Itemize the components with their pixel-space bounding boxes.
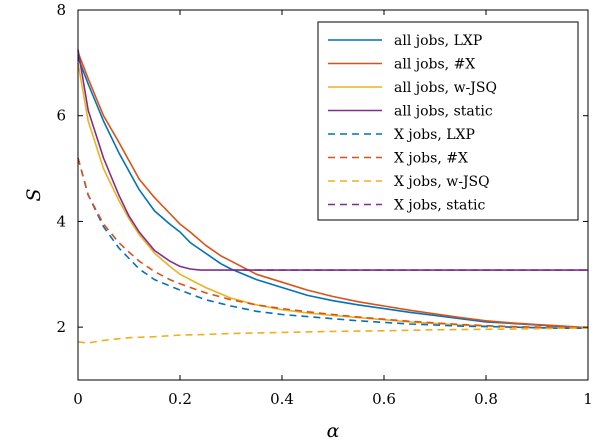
legend-label-3: all jobs, w-JSQ bbox=[394, 80, 497, 96]
y-tick-label: 6 bbox=[56, 107, 66, 125]
axis-ticks: 0 0.2 0.4 0.6 0.8 1 2 4 6 8 bbox=[56, 1, 592, 408]
plot-area bbox=[77, 49, 589, 344]
y-tick-label: 2 bbox=[56, 318, 66, 336]
legend-label-8: X jobs, static bbox=[394, 198, 485, 214]
x-tick-label: 0.2 bbox=[168, 390, 192, 408]
series-line-6 bbox=[77, 157, 589, 329]
x-tick-label: 1 bbox=[583, 390, 593, 408]
series-line-2 bbox=[77, 52, 589, 329]
legend-label-1: all jobs, LXP bbox=[394, 33, 482, 49]
series-line-5 bbox=[77, 157, 588, 330]
x-axis-title: α bbox=[327, 420, 340, 442]
y-tick-label: 4 bbox=[56, 212, 66, 230]
y-axis-title: S bbox=[23, 188, 45, 201]
axes-frame bbox=[77, 9, 589, 381]
y-tick-label: 8 bbox=[56, 1, 66, 19]
legend-label-7: X jobs, w-JSQ bbox=[394, 174, 490, 190]
legend-label-4: all jobs, static bbox=[394, 104, 493, 120]
legend-label-2: all jobs, #X bbox=[394, 57, 475, 73]
series-line-7 bbox=[77, 327, 588, 344]
x-tick-label: 0.4 bbox=[270, 390, 294, 408]
legend-box bbox=[317, 21, 579, 221]
legend-label-6: X jobs, #X bbox=[394, 151, 468, 167]
x-tick-label: 0.6 bbox=[372, 390, 396, 408]
legend: all jobs, LXP all jobs, #X all jobs, w-JSQ… bbox=[317, 21, 579, 221]
legend-label-5: X jobs, LXP bbox=[394, 127, 475, 143]
x-tick-label: 0 bbox=[73, 390, 83, 408]
series-line-1 bbox=[77, 57, 589, 329]
x-tick-label: 0.8 bbox=[474, 390, 498, 408]
